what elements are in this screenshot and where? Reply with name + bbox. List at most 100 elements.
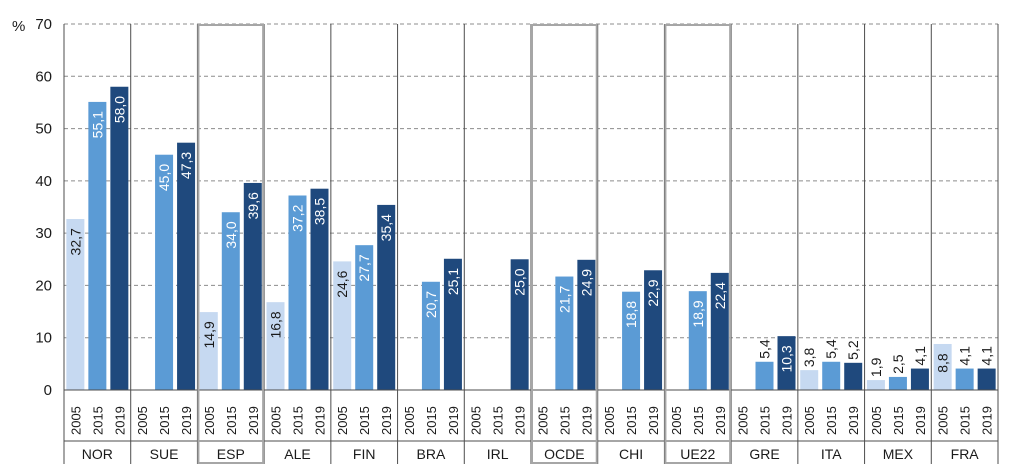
highlight-box [197, 24, 265, 464]
year-tick-label: 2005 [936, 406, 951, 435]
data-label: 3,8 [801, 347, 817, 367]
bar [910, 368, 929, 390]
data-label: 38,5 [312, 198, 328, 225]
y-tick-label: 10 [35, 330, 52, 347]
year-tick-label: 2015 [424, 406, 439, 435]
data-label: 34,0 [223, 221, 239, 248]
data-label: 24,9 [578, 269, 594, 296]
year-tick-label: 2015 [691, 406, 706, 435]
country-label: UE22 [680, 446, 715, 462]
data-label: 5,2 [845, 340, 861, 360]
highlight-boxes [197, 24, 732, 464]
year-tick-label: 2015 [758, 406, 773, 435]
data-label: 10,3 [779, 345, 795, 372]
year-tick-label: 2019 [980, 406, 995, 435]
y-tick-label: 0 [44, 382, 52, 399]
year-tick-label: 2005 [802, 406, 817, 435]
year-tick-label: 2005 [269, 406, 284, 435]
year-tick-label: 2015 [891, 406, 906, 435]
year-tick-label: 2019 [379, 406, 394, 435]
data-label: 2,5 [890, 354, 906, 374]
data-label: 45,0 [156, 164, 172, 191]
year-tick-label: 2019 [179, 406, 194, 435]
bar [933, 343, 952, 390]
country-label: CHI [619, 446, 643, 462]
year-tick-label: 2005 [68, 406, 83, 435]
bar [555, 276, 574, 390]
bar [844, 362, 863, 390]
bar [355, 245, 374, 390]
year-tick-label: 2015 [90, 406, 105, 435]
bar [333, 261, 352, 390]
bar [688, 291, 707, 390]
country-label: ALE [284, 446, 310, 462]
data-label: 22,9 [645, 279, 661, 306]
data-label: 21,7 [556, 285, 572, 312]
bar [266, 302, 285, 390]
highlight-box [531, 24, 598, 464]
year-tick-label: 2005 [335, 406, 350, 435]
data-label: 39,6 [245, 192, 261, 219]
bar [310, 188, 329, 390]
bar [377, 204, 396, 390]
year-tick-label: 2005 [535, 406, 550, 435]
data-label: 55,1 [89, 111, 105, 138]
bar [88, 101, 107, 391]
data-label: 16,8 [268, 311, 284, 338]
data-label: 25,1 [445, 268, 461, 295]
year-tick-label: 2019 [646, 406, 661, 435]
year-tick-label: 2005 [736, 406, 751, 435]
year-tick-label: 2005 [869, 406, 884, 435]
data-label: 4,1 [979, 346, 995, 366]
year-tick-label: 2005 [602, 406, 617, 435]
country-label: FRA [951, 446, 980, 462]
y-tick-label: 60 [35, 68, 52, 85]
year-tick-label: 2019 [579, 406, 594, 435]
year-tick-label: 2019 [446, 406, 461, 435]
bar [66, 219, 85, 390]
bar [977, 368, 996, 390]
data-label: 18,8 [623, 301, 639, 328]
year-tick-label: 2019 [713, 406, 728, 435]
y-tick-label: 50 [35, 121, 52, 138]
highlight-box [664, 24, 732, 464]
year-tick-label: 2015 [157, 406, 172, 435]
data-label: 24,6 [334, 270, 350, 297]
year-tick-label: 2005 [402, 406, 417, 435]
year-tick-label: 2015 [357, 406, 372, 435]
country-label: ESP [217, 446, 245, 462]
bar [421, 281, 440, 390]
year-tick-label: 2019 [246, 406, 261, 435]
y-tick-label: 40 [35, 173, 52, 190]
year-tick-label: 2005 [135, 406, 150, 435]
year-tick-label: 2015 [958, 406, 973, 435]
data-label: 27,7 [356, 254, 372, 281]
data-label: 5,4 [823, 339, 839, 359]
country-label: NOR [82, 446, 113, 462]
bar [155, 154, 174, 390]
data-label: 35,4 [378, 214, 394, 241]
year-tick-label: 2019 [112, 406, 127, 435]
year-tick-label: 2019 [780, 406, 795, 435]
year-tick-label: 2015 [557, 406, 572, 435]
bar [243, 182, 262, 390]
bar [866, 380, 885, 390]
bar [288, 195, 307, 390]
y-tick-label: 70 [35, 16, 52, 33]
country-label: OCDE [544, 446, 584, 462]
country-label: IRL [487, 446, 509, 462]
bar [955, 368, 974, 390]
year-tick-label: 2019 [846, 406, 861, 435]
country-label: MEX [883, 446, 914, 462]
bar [177, 142, 196, 390]
data-label: 4,1 [912, 346, 928, 366]
bar [822, 361, 841, 390]
data-label: 20,7 [423, 291, 439, 318]
country-label: ITA [821, 446, 842, 462]
bar [710, 272, 729, 390]
year-tick-label: 2015 [291, 406, 306, 435]
data-label: 14,9 [201, 321, 217, 348]
data-label: 32,7 [67, 228, 83, 255]
data-label: 5,4 [757, 339, 773, 359]
